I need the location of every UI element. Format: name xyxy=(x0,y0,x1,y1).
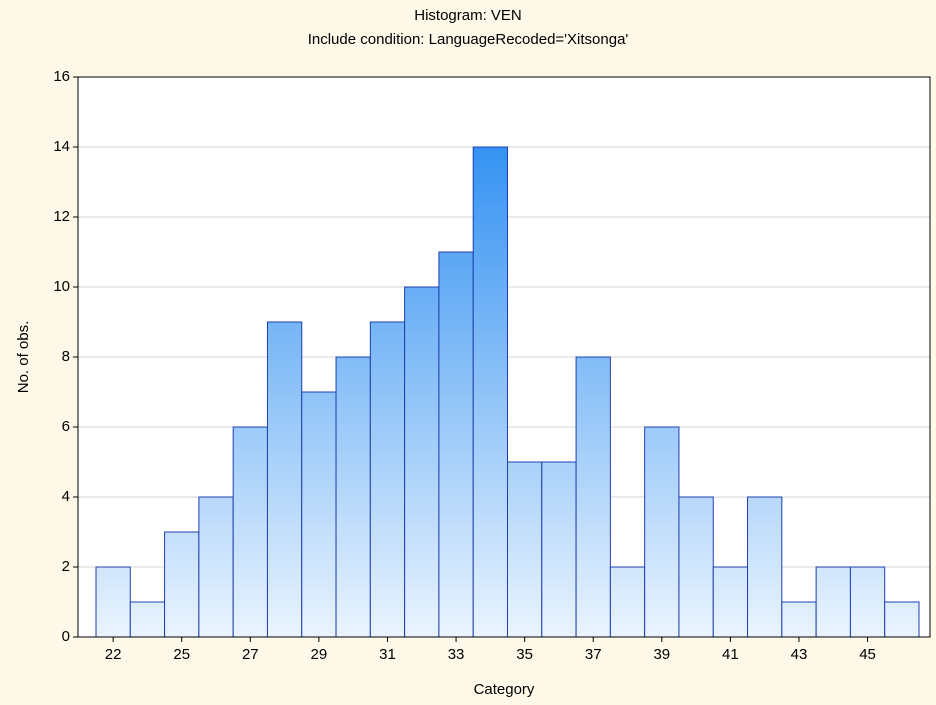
y-tick-label: 14 xyxy=(53,138,70,155)
y-tick-label: 0 xyxy=(62,628,70,645)
x-tick-label: 29 xyxy=(311,646,328,663)
bar xyxy=(712,566,749,638)
bar xyxy=(95,566,131,638)
chart-subtitle: Include condition: LanguageRecoded='Xits… xyxy=(308,31,629,48)
x-axis-label: Category xyxy=(474,681,535,698)
bar xyxy=(369,321,406,638)
bar xyxy=(198,496,234,638)
bar xyxy=(747,496,783,638)
y-tick-label: 8 xyxy=(62,348,70,365)
x-tick-label: 45 xyxy=(859,646,876,663)
x-tick-label: 27 xyxy=(242,646,259,663)
x-tick-label: 33 xyxy=(448,646,465,663)
y-tick-label: 4 xyxy=(62,488,70,505)
x-tick-label: 43 xyxy=(791,646,808,663)
y-tick-label: 6 xyxy=(62,418,70,435)
x-tick-label: 31 xyxy=(379,646,396,663)
bar xyxy=(404,286,440,638)
x-tick-label: 39 xyxy=(653,646,670,663)
bar xyxy=(781,601,817,638)
bar xyxy=(678,496,714,638)
bar xyxy=(164,531,200,638)
bar xyxy=(609,566,646,638)
x-tick-label: 37 xyxy=(585,646,602,663)
plot-layer xyxy=(78,76,930,638)
y-tick-label: 2 xyxy=(62,558,70,575)
bar xyxy=(644,426,680,638)
chart-title: Histogram: VEN xyxy=(414,7,522,24)
bar xyxy=(266,321,303,638)
x-tick-label: 22 xyxy=(105,646,122,663)
bar xyxy=(884,601,920,638)
x-tick-label: 41 xyxy=(722,646,739,663)
bar xyxy=(575,356,611,638)
bar xyxy=(438,251,474,638)
y-tick-label: 12 xyxy=(53,208,70,225)
y-tick-label: 16 xyxy=(53,68,70,85)
x-tick-label: 25 xyxy=(173,646,190,663)
bar xyxy=(232,426,268,638)
bar xyxy=(541,461,577,638)
bar xyxy=(815,566,851,638)
bar xyxy=(301,391,337,638)
bar xyxy=(472,146,509,638)
y-axis-label: No. of obs. xyxy=(15,321,32,394)
bar xyxy=(129,601,166,638)
bar xyxy=(849,566,886,638)
bar xyxy=(335,356,371,638)
y-tick-label: 10 xyxy=(53,278,70,295)
bar xyxy=(507,461,543,638)
x-tick-label: 35 xyxy=(516,646,533,663)
